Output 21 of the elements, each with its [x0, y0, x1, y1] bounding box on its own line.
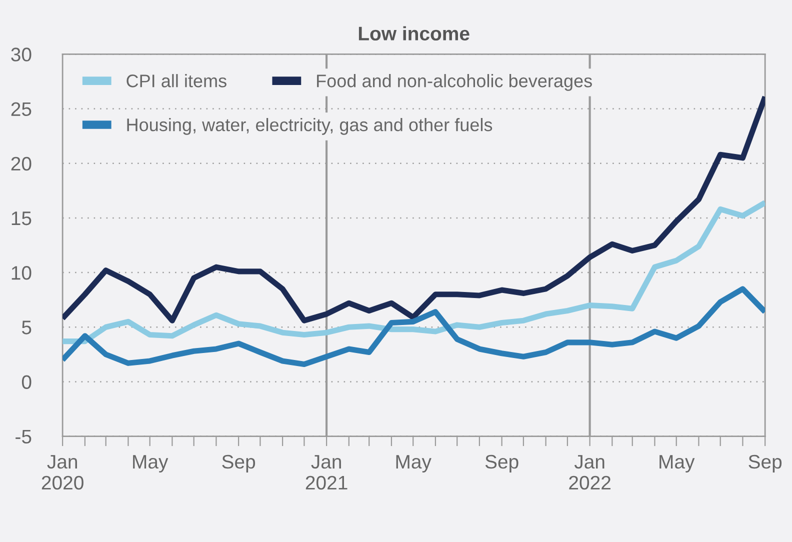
x-tick-label: May	[660, 455, 695, 472]
y-tick-label: 15	[12, 212, 32, 226]
x-tick-label: May	[133, 455, 168, 472]
y-tick-label: 5	[22, 320, 32, 334]
x-tick-label: Sep	[222, 454, 256, 472]
y-tick-label: 10	[12, 266, 32, 280]
x-tick-label: Sep	[748, 454, 782, 472]
y-tick-label: 30	[11, 48, 32, 62]
x-tick-label: May	[396, 455, 432, 472]
y-tick-label: 0	[22, 375, 32, 389]
chart-title: Low income	[358, 26, 470, 41]
y-tick-label: 25	[11, 102, 32, 116]
x-tick-label: Jan 2022	[569, 455, 610, 490]
x-tick-label: Jan 2020	[42, 455, 84, 490]
x-tick-label: Jan 2021	[306, 455, 348, 490]
y-tick-label: 20	[11, 156, 32, 171]
legend-label: Food and non-alcoholic beverages	[317, 74, 592, 91]
x-tick-label: Sep	[485, 454, 518, 472]
y-tick-label: -5	[16, 430, 32, 444]
legend-label: CPI all items	[126, 74, 226, 88]
legend-label: Housing, water, electricity, gas and other fuels	[127, 118, 492, 135]
